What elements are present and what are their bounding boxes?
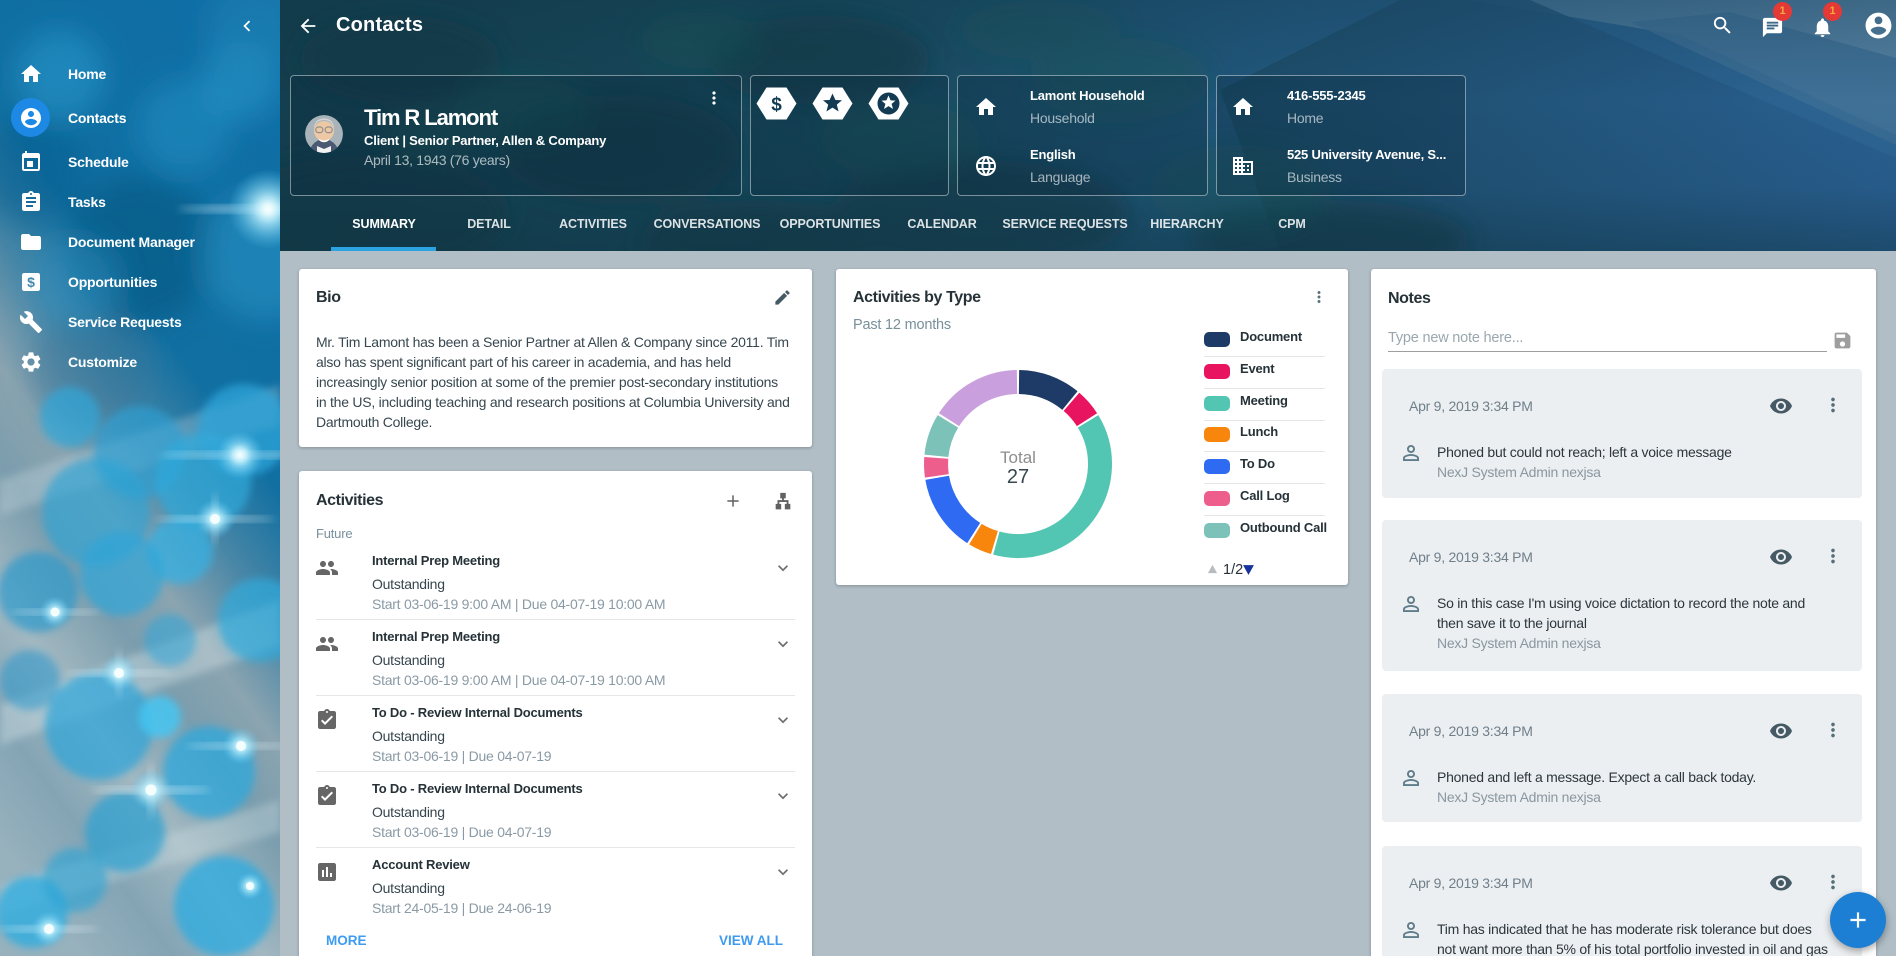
svg-text:Total: Total — [1000, 448, 1036, 467]
svg-text:$: $ — [771, 95, 782, 116]
svg-text:27: 27 — [1007, 466, 1029, 488]
